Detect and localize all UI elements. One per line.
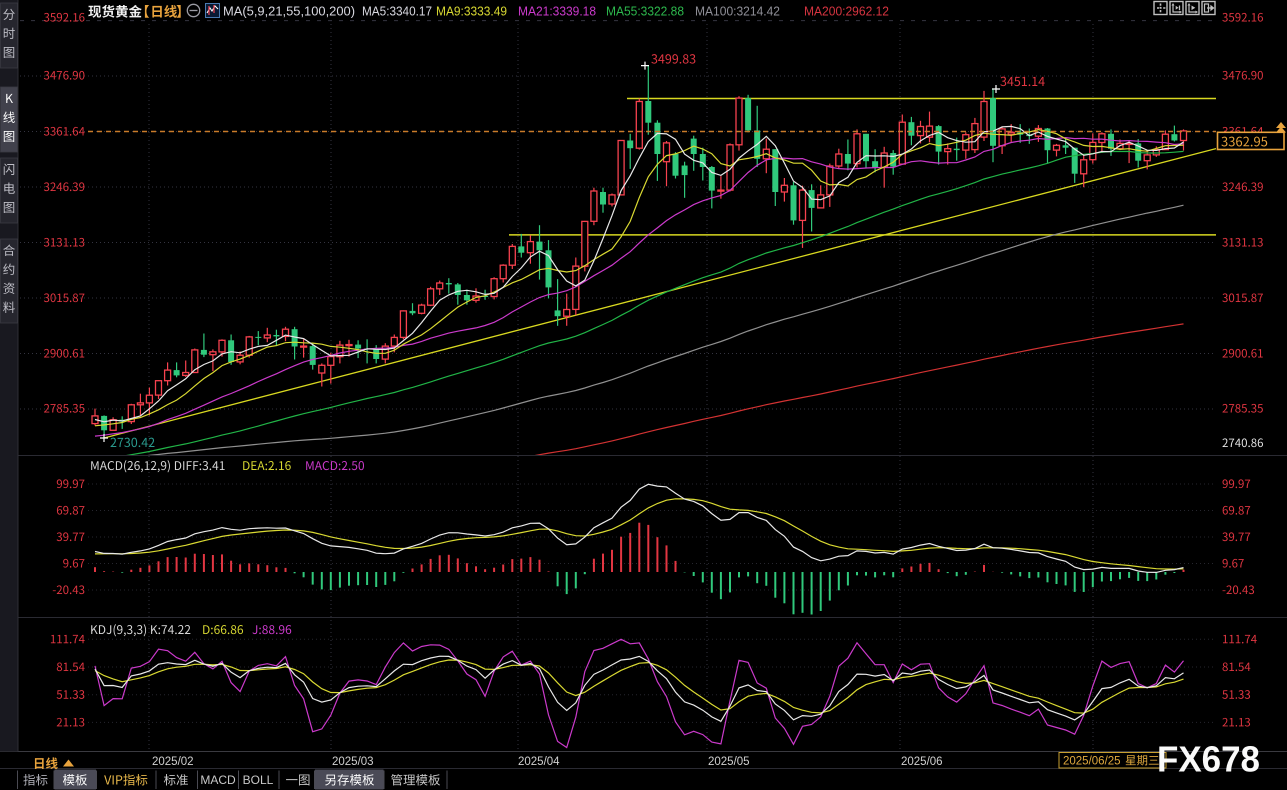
svg-text:MA100:3214.42: MA100:3214.42 (695, 5, 780, 19)
svg-text:MA5:3340.17: MA5:3340.17 (362, 5, 432, 19)
svg-text:2025/06/25: 2025/06/25 (1063, 756, 1121, 768)
svg-text:BOLL: BOLL (243, 773, 274, 787)
svg-text:MA21:3339.18: MA21:3339.18 (518, 5, 596, 19)
svg-text:MACD: MACD (200, 773, 236, 787)
svg-text:2025/03: 2025/03 (332, 756, 374, 768)
svg-text:2025/06: 2025/06 (901, 756, 943, 768)
svg-text:MA(5,9,21,55,100,200): MA(5,9,21,55,100,200) (223, 5, 355, 19)
svg-text:FX678: FX678 (1157, 739, 1260, 780)
svg-text:MA200:2962.12: MA200:2962.12 (804, 5, 889, 19)
svg-text:MA9:3333.49: MA9:3333.49 (436, 5, 507, 19)
svg-text:MA55:3322.88: MA55:3322.88 (606, 5, 684, 19)
svg-text:2025/05: 2025/05 (708, 756, 750, 768)
svg-text:2025/04: 2025/04 (518, 756, 560, 768)
svg-text:2025/02: 2025/02 (152, 756, 194, 768)
